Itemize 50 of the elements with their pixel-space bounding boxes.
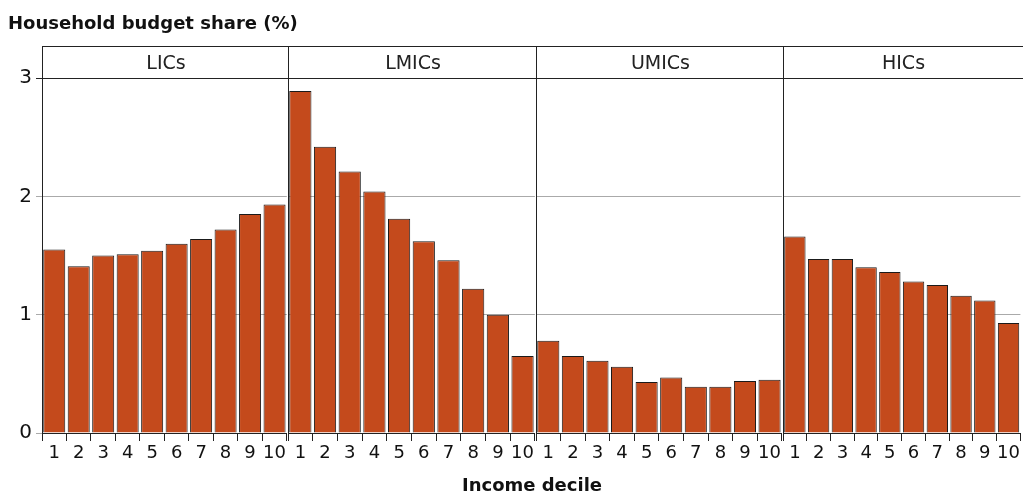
x-tick-label: 7 (931, 441, 944, 463)
x-tick-label: 5 (146, 441, 158, 463)
x-tick-label: 4 (368, 441, 381, 463)
y-tick-label: 1 (19, 300, 32, 325)
chart-title: LICs (42, 46, 289, 79)
y-tick-label: 0 (19, 419, 32, 444)
x-tick-label: 10 (758, 441, 781, 463)
x-tick-label: 4 (860, 441, 872, 463)
x-tick-label: 9 (492, 441, 504, 463)
x-tick-label: 3 (591, 441, 604, 463)
x-tick-label: 4 (616, 441, 628, 463)
x-tick-label: 8 (219, 441, 232, 463)
x-axis-title: Income decile (461, 474, 603, 495)
x-tick-label: 1 (542, 441, 555, 463)
x-tick-label: 2 (72, 441, 85, 463)
x-tick-label: 3 (97, 441, 109, 463)
x-tick-label: 10 (997, 441, 1020, 463)
x-tick-label: 5 (393, 441, 405, 463)
x-tick-label: 7 (690, 441, 702, 463)
x-tick-label: 1 (48, 441, 60, 463)
y-tick-label: 2 (19, 182, 32, 207)
chart-title: UMICs (536, 46, 784, 79)
x-tick-label: 6 (418, 441, 430, 463)
x-tick-label: 10 (511, 441, 534, 463)
x-tick-label: 10 (263, 441, 286, 463)
x-tick-label: 3 (836, 441, 849, 463)
x-tick-label: 2 (567, 441, 579, 463)
x-tick-label: 8 (467, 441, 479, 463)
x-tick-label: 2 (812, 441, 825, 463)
x-tick-label: 4 (121, 441, 134, 463)
x-tick-label: 9 (739, 441, 751, 463)
x-tick-label: 1 (294, 441, 307, 463)
chart-title: LMICs (288, 46, 537, 79)
x-tick-label: 8 (955, 441, 967, 463)
x-tick-label: 1 (789, 441, 801, 463)
x-tick-label: 6 (907, 441, 920, 463)
x-tick-label: 7 (195, 441, 207, 463)
x-tick-label: 2 (319, 441, 331, 463)
x-tick-label: 9 (979, 441, 991, 463)
x-tick-label: 7 (442, 441, 455, 463)
x-tick-label: 6 (665, 441, 677, 463)
x-tick-label: 6 (170, 441, 183, 463)
x-tick-label: 3 (344, 441, 356, 463)
x-tick-label: 8 (714, 441, 727, 463)
y-tick-label: 3 (19, 64, 32, 89)
x-tick-label: 5 (640, 441, 653, 463)
y-axis-title: Household budget share (%) (8, 12, 298, 33)
chart-title: HICs (783, 46, 1023, 79)
x-tick-label: 9 (244, 441, 256, 463)
x-tick-label: 5 (884, 441, 896, 463)
